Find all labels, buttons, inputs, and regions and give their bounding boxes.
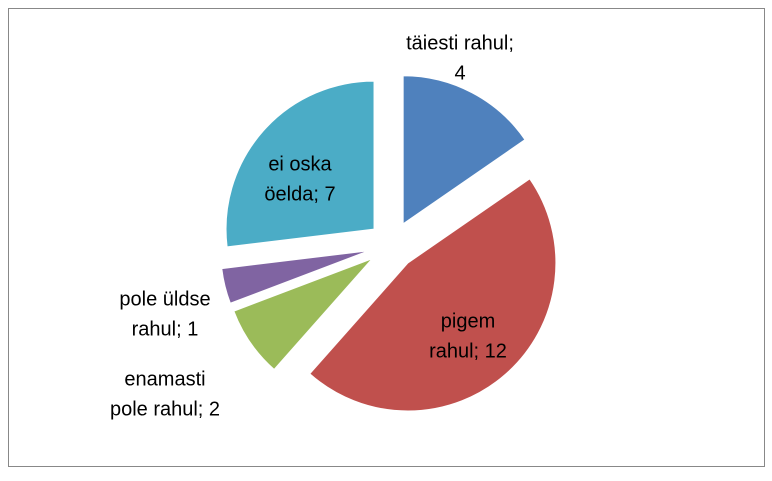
data-label: täiesti rahul; [406,32,514,54]
data-label: pigem [441,310,495,332]
pie-slice [225,80,375,248]
data-label: rahul; 1 [132,318,199,340]
pie-slice [402,75,526,225]
data-label: öelda; 7 [264,183,335,205]
data-label: ei oska [268,153,332,175]
pie-slice [309,178,557,412]
data-label: rahul; 12 [429,340,507,362]
data-label: 4 [454,62,465,84]
pie-slice [221,250,369,304]
pie-slice [233,258,373,371]
data-label: pole üldse [119,288,210,310]
data-label: enamasti [124,368,205,390]
data-label: pole rahul; 2 [110,398,220,420]
